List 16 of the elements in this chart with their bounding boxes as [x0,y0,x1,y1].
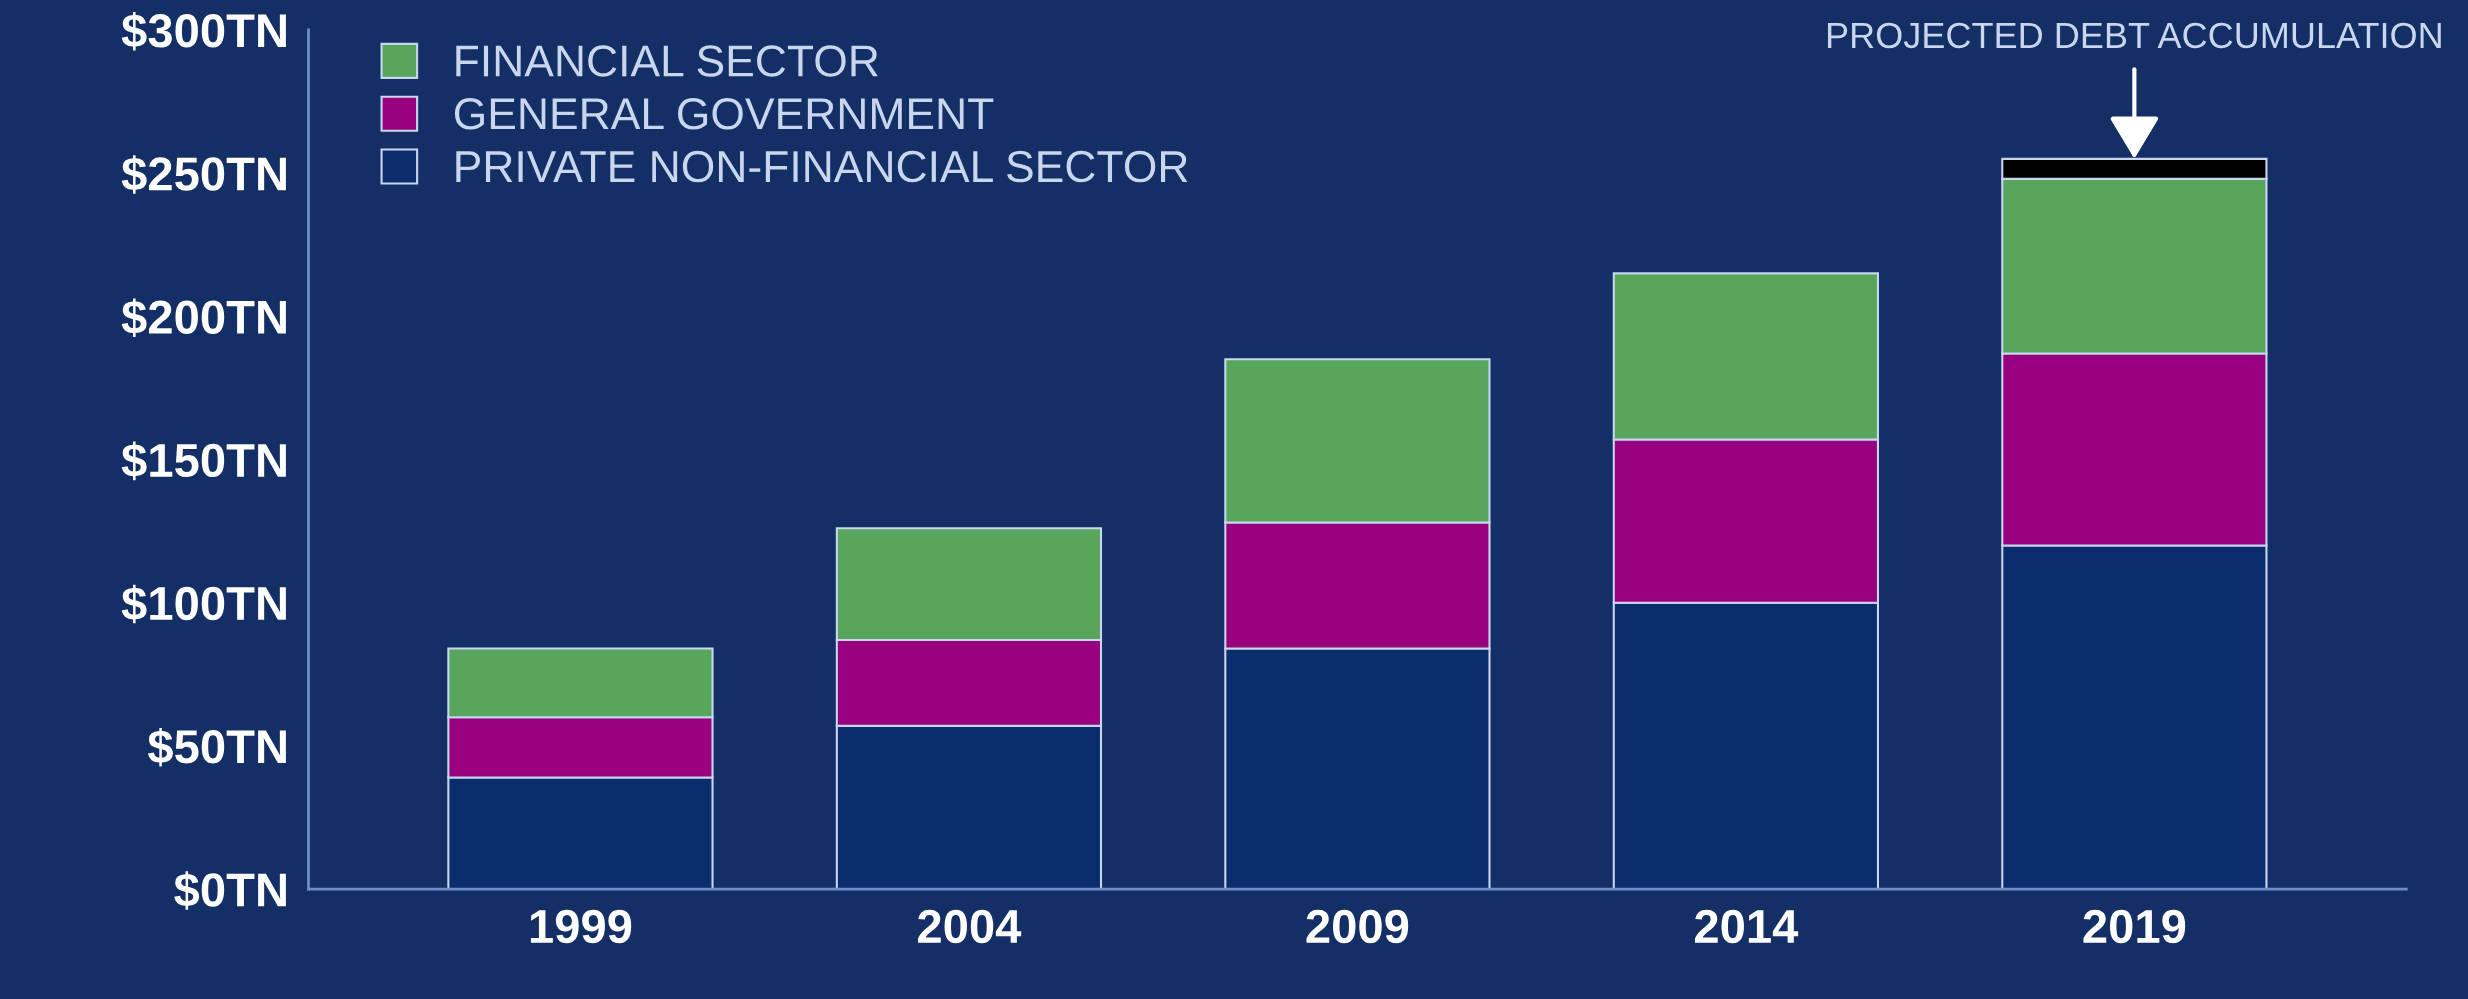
legend-label: GENERAL GOVERNMENT [454,98,994,130]
legend-label: FINANCIAL SECTOR [456,45,878,77]
y-tick-label: $200TN [121,298,286,337]
y-tick-label: $100TN [121,584,286,624]
x-tick-label: 1999 [530,909,632,944]
legend-label: PRIVATE NON-FINANCIAL SECTOR [456,150,1188,183]
y-tick-label: $250TN [121,155,286,194]
x-tick-label: 2004 [918,909,1022,944]
y-tick-label: $150TN [121,441,286,481]
y-tick-label: $300TN [121,12,286,51]
x-tick-label: 2019 [2083,909,2186,944]
y-tick-label: $0TN [174,871,286,910]
x-tick-label: 2009 [1306,909,1409,944]
x-tick-label: 2014 [1695,909,1799,944]
y-tick-label: $50TN [147,727,286,767]
annotation: PROJECTED DEBT ACCUMULATION [1827,22,2441,49]
